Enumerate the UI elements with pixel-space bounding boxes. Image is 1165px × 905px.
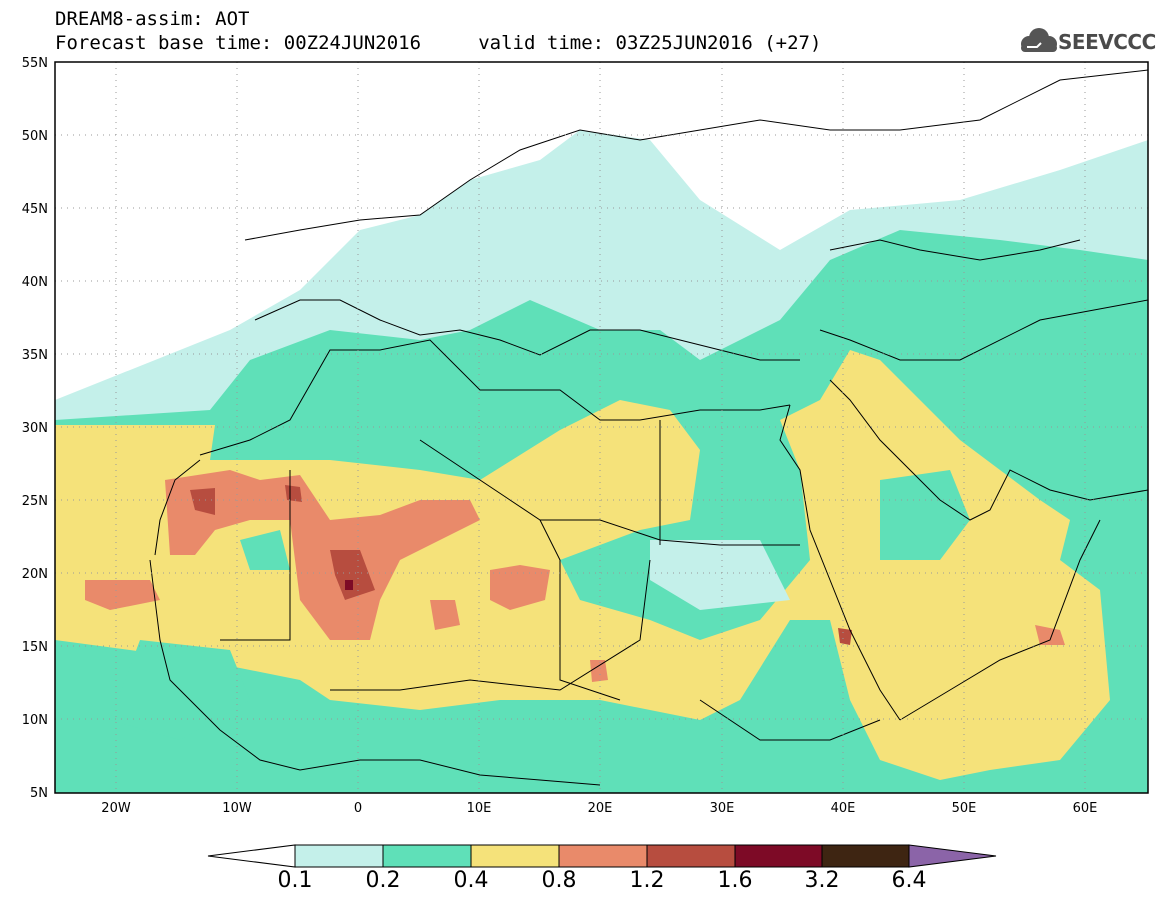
lat-label: 35N — [22, 348, 48, 363]
colorbar-label: 0.1 — [277, 868, 313, 893]
map-frame — [54, 61, 1149, 794]
colorbar-swatch — [821, 844, 910, 868]
lon-label: 40E — [831, 801, 856, 816]
aot-band-1.6 — [345, 580, 353, 590]
colorbar-label: 0.8 — [541, 868, 577, 893]
lon-axis: 20W 10W 0 10E 20E 30E 40E 50E 60E — [101, 801, 1097, 816]
lon-label: 20E — [588, 801, 613, 816]
lat-label: 10N — [22, 713, 48, 728]
lon-label: 10E — [467, 801, 492, 816]
map-title: DREAM8-assim: AOT — [55, 8, 250, 30]
lon-label: 50E — [952, 801, 977, 816]
colorbar-min-arrow — [207, 844, 296, 868]
lat-label: 5N — [30, 786, 48, 801]
colorbar-label: 0.2 — [365, 868, 401, 893]
lat-label: 30N — [22, 421, 48, 436]
aot-band-1.2 — [190, 488, 215, 515]
colorbar-swatch — [382, 844, 472, 868]
cloud-icon — [1021, 28, 1057, 52]
lon-label: 20W — [101, 801, 131, 816]
lat-axis: 5N 10N 15N 20N 25N 30N 35N 40N 45N 50N 5… — [22, 56, 48, 801]
colorbar-swatch — [558, 844, 648, 868]
lat-label: 25N — [22, 494, 48, 509]
coastlines — [149, 69, 1148, 786]
lat-label: 45N — [22, 202, 48, 217]
colorbar-swatch — [470, 844, 560, 868]
colorbar-label: 6.4 — [891, 868, 927, 893]
colorbar-swatch — [734, 844, 823, 868]
colorbar-label: 1.6 — [717, 868, 753, 893]
colorbar-max-arrow — [908, 844, 997, 868]
lon-label: 60E — [1073, 801, 1098, 816]
colorbar-swatch — [294, 844, 384, 868]
colorbar-label: 1.2 — [629, 868, 665, 893]
lat-label: 20N — [22, 567, 48, 582]
colorbar-label: 0.4 — [453, 868, 489, 893]
colorbar-swatch — [646, 844, 736, 868]
lat-label: 50N — [22, 129, 48, 144]
colorbar — [207, 844, 997, 868]
lon-label: 10W — [222, 801, 252, 816]
logo-text: SEEVCCC — [1058, 30, 1156, 54]
lon-label: 0 — [354, 801, 362, 816]
aot-band-0.8 — [165, 470, 480, 640]
graticule — [55, 62, 1148, 793]
colorbar-label: 3.2 — [804, 868, 840, 893]
lat-label: 55N — [22, 56, 48, 71]
lat-label: 40N — [22, 275, 48, 290]
aot-band-0.4 — [55, 350, 1110, 780]
lon-label: 30E — [710, 801, 735, 816]
map-subtitle: Forecast base time: 00Z24JUN2016 valid t… — [55, 32, 822, 54]
lat-label: 15N — [22, 640, 48, 655]
